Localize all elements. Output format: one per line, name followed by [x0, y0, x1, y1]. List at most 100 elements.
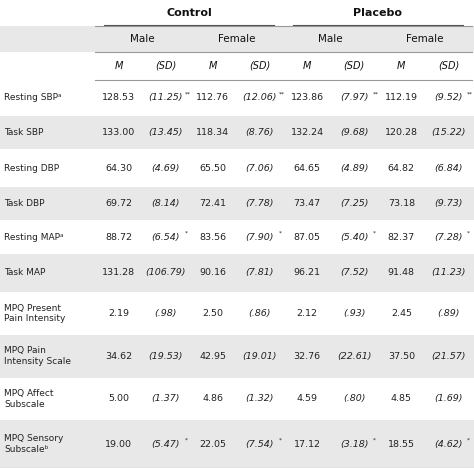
Text: 73.47: 73.47 — [293, 199, 320, 208]
Text: *: * — [184, 231, 188, 235]
Text: Task DBP: Task DBP — [4, 199, 45, 208]
Text: 88.72: 88.72 — [105, 233, 132, 241]
Text: 73.18: 73.18 — [388, 199, 415, 208]
Bar — [0, 0, 474, 26]
Text: 18.55: 18.55 — [388, 440, 415, 449]
Text: (13.45): (13.45) — [148, 128, 183, 137]
Text: 34.62: 34.62 — [105, 351, 132, 361]
Text: (8.14): (8.14) — [151, 199, 180, 208]
Text: (21.57): (21.57) — [431, 351, 465, 361]
Text: (7.78): (7.78) — [246, 199, 274, 208]
Text: (.98): (.98) — [155, 309, 177, 318]
Text: 64.30: 64.30 — [105, 164, 132, 173]
Text: (7.28): (7.28) — [434, 233, 463, 241]
Text: MPQ Affect
Subscale: MPQ Affect Subscale — [4, 389, 54, 409]
Text: *: * — [184, 438, 188, 443]
Text: 17.12: 17.12 — [293, 440, 320, 449]
Text: (4.89): (4.89) — [340, 164, 368, 173]
Text: (19.53): (19.53) — [148, 351, 183, 361]
Bar — [0, 116, 474, 149]
Text: *: * — [373, 438, 376, 443]
Text: MPQ Pain
Intensity Scale: MPQ Pain Intensity Scale — [4, 346, 71, 366]
Bar — [0, 149, 474, 187]
Text: (.93): (.93) — [343, 309, 365, 318]
Text: (106.79): (106.79) — [146, 268, 186, 278]
Bar — [0, 335, 474, 378]
Text: 37.50: 37.50 — [388, 351, 415, 361]
Text: 90.16: 90.16 — [199, 268, 226, 278]
Text: (22.61): (22.61) — [337, 351, 372, 361]
Text: M: M — [303, 61, 311, 71]
Bar — [0, 420, 474, 468]
Bar — [0, 254, 474, 292]
Text: M: M — [209, 61, 217, 71]
Text: (7.97): (7.97) — [340, 93, 368, 102]
Text: MPQ Present
Pain Intensity: MPQ Present Pain Intensity — [4, 304, 65, 323]
Text: (.86): (.86) — [249, 309, 271, 318]
Text: (7.54): (7.54) — [246, 440, 274, 449]
Text: M: M — [114, 61, 123, 71]
Text: MPQ Sensory
Subscaleᵇ: MPQ Sensory Subscaleᵇ — [4, 434, 64, 454]
Text: Task MAP: Task MAP — [4, 268, 46, 278]
Text: Female: Female — [406, 34, 444, 44]
Text: 83.56: 83.56 — [199, 233, 227, 241]
Text: 2.50: 2.50 — [202, 309, 223, 318]
Text: 2.19: 2.19 — [108, 309, 129, 318]
Text: (7.06): (7.06) — [246, 164, 274, 173]
Text: (.89): (.89) — [437, 309, 460, 318]
Text: 123.86: 123.86 — [291, 93, 324, 102]
Text: (15.22): (15.22) — [431, 128, 465, 137]
Text: (6.84): (6.84) — [434, 164, 463, 173]
Text: (SD): (SD) — [438, 61, 459, 71]
Text: 112.76: 112.76 — [196, 93, 229, 102]
Text: (9.73): (9.73) — [434, 199, 463, 208]
Text: (5.47): (5.47) — [151, 440, 180, 449]
Text: Control: Control — [166, 8, 212, 18]
Text: 2.12: 2.12 — [297, 309, 318, 318]
Text: **: ** — [467, 91, 473, 96]
Text: 4.86: 4.86 — [202, 395, 223, 403]
Bar — [0, 52, 474, 80]
Text: 64.65: 64.65 — [293, 164, 320, 173]
Text: (1.69): (1.69) — [434, 395, 463, 403]
Text: (9.52): (9.52) — [434, 93, 463, 102]
Text: 82.37: 82.37 — [388, 233, 415, 241]
Text: (.80): (.80) — [343, 395, 365, 403]
Text: (SD): (SD) — [344, 61, 365, 71]
Text: (11.25): (11.25) — [148, 93, 183, 102]
Text: 5.00: 5.00 — [108, 395, 129, 403]
Bar — [0, 187, 474, 220]
Text: **: ** — [184, 91, 191, 96]
Text: *: * — [279, 231, 282, 235]
Text: 96.21: 96.21 — [293, 268, 320, 278]
Text: Task SBP: Task SBP — [4, 128, 44, 137]
Text: Resting DBP: Resting DBP — [4, 164, 59, 173]
Text: (7.90): (7.90) — [246, 233, 274, 241]
Text: (11.23): (11.23) — [431, 268, 465, 278]
Bar — [0, 220, 474, 254]
Text: Male: Male — [130, 34, 155, 44]
Text: 131.28: 131.28 — [102, 268, 135, 278]
Text: *: * — [467, 438, 470, 443]
Text: 120.28: 120.28 — [385, 128, 418, 137]
Text: 22.05: 22.05 — [199, 440, 226, 449]
Text: **: ** — [373, 91, 379, 96]
Text: 87.05: 87.05 — [293, 233, 320, 241]
Text: (SD): (SD) — [155, 61, 176, 71]
Text: (4.62): (4.62) — [434, 440, 463, 449]
Text: (1.37): (1.37) — [151, 395, 180, 403]
Text: (3.18): (3.18) — [340, 440, 368, 449]
Text: (19.01): (19.01) — [243, 351, 277, 361]
Text: 4.85: 4.85 — [391, 395, 412, 403]
Text: (4.69): (4.69) — [151, 164, 180, 173]
Text: (SD): (SD) — [249, 61, 271, 71]
Text: M: M — [397, 61, 405, 71]
Text: (6.54): (6.54) — [151, 233, 180, 241]
Bar — [0, 378, 474, 420]
Text: 65.50: 65.50 — [199, 164, 226, 173]
Bar — [0, 292, 474, 335]
Text: Female: Female — [218, 34, 255, 44]
Text: (5.40): (5.40) — [340, 233, 368, 241]
Bar — [0, 80, 474, 116]
Text: (7.81): (7.81) — [246, 268, 274, 278]
